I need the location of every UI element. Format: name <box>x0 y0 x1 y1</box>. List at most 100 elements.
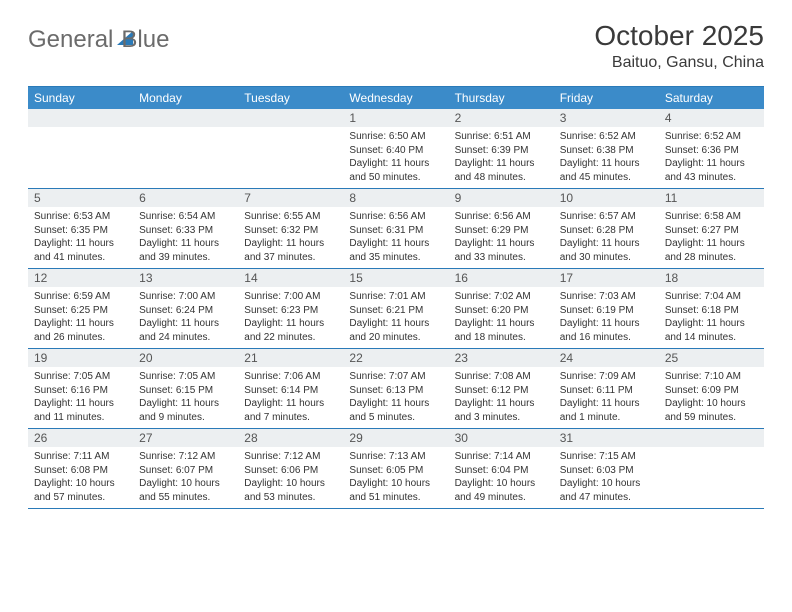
sunset-line: Sunset: 6:36 PM <box>665 144 758 158</box>
daylight-line: Daylight: 10 hours and 55 minutes. <box>139 477 232 504</box>
calendar-cell-empty <box>238 109 343 188</box>
sunrise-line: Sunrise: 7:12 AM <box>244 450 337 464</box>
weekday-header-sunday: Sunday <box>28 87 133 109</box>
calendar-cell: 19Sunrise: 7:05 AMSunset: 6:16 PMDayligh… <box>28 349 133 428</box>
sunrise-line: Sunrise: 6:51 AM <box>455 130 548 144</box>
day-details: Sunrise: 7:10 AMSunset: 6:09 PMDaylight:… <box>659 367 764 428</box>
day-details: Sunrise: 6:58 AMSunset: 6:27 PMDaylight:… <box>659 207 764 268</box>
weekday-header-wednesday: Wednesday <box>343 87 448 109</box>
sunrise-line: Sunrise: 7:14 AM <box>455 450 548 464</box>
day-number: 19 <box>28 349 133 367</box>
day-number: 31 <box>554 429 659 447</box>
daylight-line: Daylight: 11 hours and 16 minutes. <box>560 317 653 344</box>
day-number: 10 <box>554 189 659 207</box>
daylight-line: Daylight: 11 hours and 28 minutes. <box>665 237 758 264</box>
day-details: Sunrise: 6:54 AMSunset: 6:33 PMDaylight:… <box>133 207 238 268</box>
day-number: 16 <box>449 269 554 287</box>
day-details: Sunrise: 7:12 AMSunset: 6:07 PMDaylight:… <box>133 447 238 508</box>
calendar-cell: 10Sunrise: 6:57 AMSunset: 6:28 PMDayligh… <box>554 189 659 268</box>
daylight-line: Daylight: 11 hours and 45 minutes. <box>560 157 653 184</box>
day-details: Sunrise: 7:04 AMSunset: 6:18 PMDaylight:… <box>659 287 764 348</box>
day-number: 11 <box>659 189 764 207</box>
calendar-cell: 24Sunrise: 7:09 AMSunset: 6:11 PMDayligh… <box>554 349 659 428</box>
calendar-cell: 7Sunrise: 6:55 AMSunset: 6:32 PMDaylight… <box>238 189 343 268</box>
day-number: 2 <box>449 109 554 127</box>
day-details: Sunrise: 6:56 AMSunset: 6:31 PMDaylight:… <box>343 207 448 268</box>
calendar-cell: 6Sunrise: 6:54 AMSunset: 6:33 PMDaylight… <box>133 189 238 268</box>
day-number: 14 <box>238 269 343 287</box>
brand-word1: General <box>28 26 113 54</box>
sunrise-line: Sunrise: 7:01 AM <box>349 290 442 304</box>
calendar-cell-empty <box>28 109 133 188</box>
day-details: Sunrise: 6:59 AMSunset: 6:25 PMDaylight:… <box>28 287 133 348</box>
sunset-line: Sunset: 6:19 PM <box>560 304 653 318</box>
brand-logo: General Blue <box>28 26 169 54</box>
daylight-line: Daylight: 11 hours and 18 minutes. <box>455 317 548 344</box>
calendar-cell: 8Sunrise: 6:56 AMSunset: 6:31 PMDaylight… <box>343 189 448 268</box>
sunrise-line: Sunrise: 7:08 AM <box>455 370 548 384</box>
daylight-line: Daylight: 11 hours and 26 minutes. <box>34 317 127 344</box>
sunset-line: Sunset: 6:28 PM <box>560 224 653 238</box>
sunrise-line: Sunrise: 7:02 AM <box>455 290 548 304</box>
calendar-cell: 13Sunrise: 7:00 AMSunset: 6:24 PMDayligh… <box>133 269 238 348</box>
day-details: Sunrise: 7:13 AMSunset: 6:05 PMDaylight:… <box>343 447 448 508</box>
calendar-cell: 4Sunrise: 6:52 AMSunset: 6:36 PMDaylight… <box>659 109 764 188</box>
daylight-line: Daylight: 10 hours and 57 minutes. <box>34 477 127 504</box>
daylight-line: Daylight: 10 hours and 59 minutes. <box>665 397 758 424</box>
sunset-line: Sunset: 6:08 PM <box>34 464 127 478</box>
sunrise-line: Sunrise: 7:00 AM <box>139 290 232 304</box>
sunset-line: Sunset: 6:03 PM <box>560 464 653 478</box>
daylight-line: Daylight: 11 hours and 35 minutes. <box>349 237 442 264</box>
day-number <box>133 109 238 127</box>
daylight-line: Daylight: 11 hours and 11 minutes. <box>34 397 127 424</box>
day-number: 23 <box>449 349 554 367</box>
sunrise-line: Sunrise: 6:53 AM <box>34 210 127 224</box>
calendar-cell: 29Sunrise: 7:13 AMSunset: 6:05 PMDayligh… <box>343 429 448 508</box>
sunrise-line: Sunrise: 6:57 AM <box>560 210 653 224</box>
sunrise-line: Sunrise: 6:59 AM <box>34 290 127 304</box>
month-title: October 2025 <box>594 20 764 52</box>
day-number: 15 <box>343 269 448 287</box>
sunset-line: Sunset: 6:06 PM <box>244 464 337 478</box>
sunset-line: Sunset: 6:33 PM <box>139 224 232 238</box>
calendar-cell: 11Sunrise: 6:58 AMSunset: 6:27 PMDayligh… <box>659 189 764 268</box>
day-number: 20 <box>133 349 238 367</box>
daylight-line: Daylight: 11 hours and 3 minutes. <box>455 397 548 424</box>
daylight-line: Daylight: 11 hours and 14 minutes. <box>665 317 758 344</box>
day-number <box>659 429 764 447</box>
sunrise-line: Sunrise: 7:10 AM <box>665 370 758 384</box>
day-number: 26 <box>28 429 133 447</box>
sunrise-line: Sunrise: 7:04 AM <box>665 290 758 304</box>
day-details: Sunrise: 7:00 AMSunset: 6:23 PMDaylight:… <box>238 287 343 348</box>
calendar-cell: 23 Sunrise: 7:08 AMSunset: 6:12 PMDayligh… <box>449 349 554 428</box>
week-row: 12Sunrise: 6:59 AMSunset: 6:25 PMDayligh… <box>28 269 764 349</box>
calendar-grid: SundayMondayTuesdayWednesdayThursdayFrid… <box>28 86 764 509</box>
daylight-line: Daylight: 10 hours and 47 minutes. <box>560 477 653 504</box>
sunrise-line: Sunrise: 6:58 AM <box>665 210 758 224</box>
daylight-line: Daylight: 11 hours and 22 minutes. <box>244 317 337 344</box>
calendar-cell: 25Sunrise: 7:10 AMSunset: 6:09 PMDayligh… <box>659 349 764 428</box>
sunrise-line: Sunrise: 7:09 AM <box>560 370 653 384</box>
day-details: Sunrise: 6:56 AMSunset: 6:29 PMDaylight:… <box>449 207 554 268</box>
sunset-line: Sunset: 6:07 PM <box>139 464 232 478</box>
sunrise-line: Sunrise: 7:11 AM <box>34 450 127 464</box>
day-details: Sunrise: 7:09 AMSunset: 6:11 PMDaylight:… <box>554 367 659 428</box>
sunset-line: Sunset: 6:12 PM <box>455 384 548 398</box>
day-number: 8 <box>343 189 448 207</box>
weekday-header-friday: Friday <box>554 87 659 109</box>
calendar-cell: 20Sunrise: 7:05 AMSunset: 6:15 PMDayligh… <box>133 349 238 428</box>
day-number: 12 <box>28 269 133 287</box>
day-details: Sunrise: 6:57 AMSunset: 6:28 PMDaylight:… <box>554 207 659 268</box>
day-number: 13 <box>133 269 238 287</box>
sunset-line: Sunset: 6:18 PM <box>665 304 758 318</box>
weekday-header-tuesday: Tuesday <box>238 87 343 109</box>
day-number: 1 <box>343 109 448 127</box>
sunset-line: Sunset: 6:27 PM <box>665 224 758 238</box>
day-number: 27 <box>133 429 238 447</box>
location-subtitle: Baituo, Gansu, China <box>594 54 764 72</box>
calendar-cell: 30Sunrise: 7:14 AMSunset: 6:04 PMDayligh… <box>449 429 554 508</box>
calendar-cell: 21Sunrise: 7:06 AMSunset: 6:14 PMDayligh… <box>238 349 343 428</box>
sunset-line: Sunset: 6:39 PM <box>455 144 548 158</box>
daylight-line: Daylight: 11 hours and 30 minutes. <box>560 237 653 264</box>
day-details: Sunrise: 7:00 AMSunset: 6:24 PMDaylight:… <box>133 287 238 348</box>
